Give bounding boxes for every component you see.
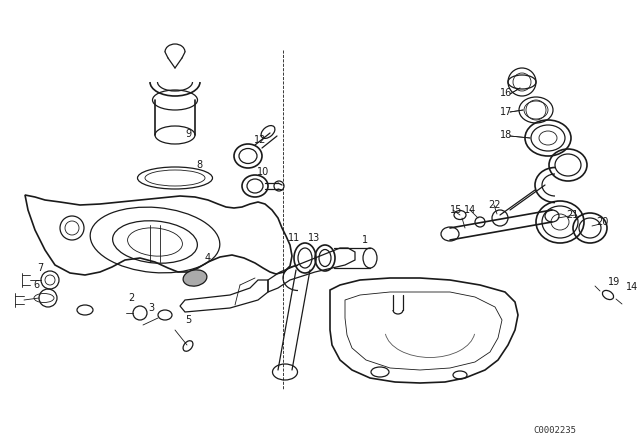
Text: 11: 11 [288, 233, 300, 243]
Text: 14: 14 [626, 282, 638, 292]
Text: 4: 4 [205, 253, 211, 263]
Text: 17: 17 [500, 107, 513, 117]
Text: 3: 3 [148, 303, 154, 313]
Text: 18: 18 [500, 130, 512, 140]
Text: 20: 20 [596, 217, 609, 227]
Text: 6: 6 [33, 280, 39, 290]
Text: 10: 10 [257, 167, 269, 177]
Text: 16: 16 [500, 88, 512, 98]
Text: 1: 1 [362, 235, 368, 245]
Text: 5: 5 [185, 315, 191, 325]
Text: 22: 22 [488, 200, 500, 210]
Text: 9: 9 [185, 129, 191, 139]
Text: 7: 7 [37, 263, 44, 273]
Ellipse shape [183, 270, 207, 286]
Text: 19: 19 [608, 277, 620, 287]
Text: 14: 14 [464, 205, 476, 215]
Text: 21: 21 [566, 210, 579, 220]
Text: 2: 2 [128, 293, 134, 303]
Text: 12: 12 [254, 135, 266, 145]
Text: 8: 8 [196, 160, 202, 170]
Text: 13: 13 [308, 233, 320, 243]
Text: C0002235: C0002235 [534, 426, 577, 435]
Text: 15: 15 [450, 205, 462, 215]
